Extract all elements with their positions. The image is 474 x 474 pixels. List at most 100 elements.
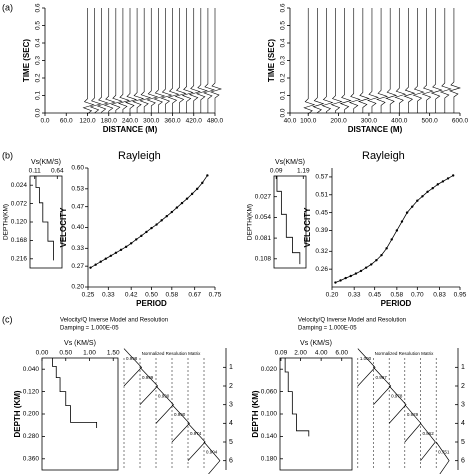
y-tick-label: 0.57 bbox=[315, 174, 328, 181]
x-tick-label: 400.0 bbox=[391, 118, 408, 125]
x-axis-label: DISTANCE (M) bbox=[348, 125, 403, 134]
y-axis-label: DEPTH (KM) bbox=[251, 390, 260, 437]
y-tick-label: 0.054 bbox=[255, 214, 272, 221]
x-axis-label: Vs(KM/S) bbox=[275, 159, 305, 166]
resolution-value: 0.998 bbox=[126, 356, 138, 361]
row-label: 2 bbox=[229, 383, 233, 390]
panel-label: (b) bbox=[2, 150, 13, 160]
y-tick-label: 0.081 bbox=[255, 235, 272, 242]
y-tick-label: 0.20 bbox=[71, 284, 84, 291]
x-tick-label: 0.50 bbox=[59, 350, 72, 357]
x-tick-label: 240.0 bbox=[122, 118, 139, 125]
x-tick-label: 180.0 bbox=[101, 118, 118, 125]
data-point bbox=[334, 281, 337, 284]
x-tick-label: 0.75 bbox=[209, 292, 222, 299]
data-point bbox=[359, 269, 363, 273]
data-point bbox=[119, 248, 123, 252]
x-tick-label: 0.70 bbox=[411, 292, 424, 299]
trace bbox=[181, 8, 194, 113]
matrix-title: Normalized Resolution Matrix bbox=[375, 351, 435, 356]
x-tick-label: 300.0 bbox=[143, 118, 160, 125]
data-point bbox=[349, 274, 352, 278]
x-tick-label: 6.00 bbox=[335, 350, 348, 357]
x-tick-label: 0.09 bbox=[275, 350, 288, 357]
data-point bbox=[175, 206, 179, 209]
chart-title: Velocity/Q Inverse Model and Resolution bbox=[60, 318, 168, 324]
x-tick-label: 0.45 bbox=[368, 292, 381, 299]
data-point bbox=[150, 226, 153, 230]
x-tick-label: 360.0 bbox=[164, 118, 181, 125]
x-tick-label: 60.0 bbox=[60, 118, 73, 125]
trace bbox=[412, 8, 425, 113]
data-point bbox=[109, 254, 113, 257]
row-label: 4 bbox=[229, 420, 233, 427]
data-point bbox=[364, 266, 368, 269]
y-tick-label: 0.108 bbox=[255, 256, 272, 263]
data-point bbox=[104, 257, 107, 260]
x-tick-label: 0.33 bbox=[102, 292, 115, 299]
data-point bbox=[190, 192, 194, 196]
y-tick-label: 0.40 bbox=[71, 224, 84, 231]
data-point bbox=[370, 263, 373, 266]
trace bbox=[385, 8, 398, 113]
data-point bbox=[140, 234, 143, 238]
data-point bbox=[451, 174, 455, 177]
x-tick-label: 1.00 bbox=[83, 350, 96, 357]
y-tick-label: 0.100 bbox=[261, 411, 278, 418]
resolution-kernel bbox=[388, 385, 407, 424]
data-point bbox=[431, 187, 434, 190]
x-tick-label: 1.50 bbox=[107, 350, 120, 357]
velocity-profile bbox=[284, 358, 310, 437]
y-axis-label: DEPTH(KM) bbox=[3, 204, 10, 240]
trace bbox=[82, 8, 95, 115]
x-tick-label: 600.0 bbox=[452, 118, 469, 125]
y-tick-label: 0.39 bbox=[315, 227, 328, 234]
data-point bbox=[411, 205, 414, 208]
row-label: 5 bbox=[461, 439, 465, 446]
resolution-value: 1.000 bbox=[360, 356, 372, 361]
data-point bbox=[89, 266, 92, 269]
y-tick-label: 0.45 bbox=[315, 209, 328, 216]
trace bbox=[394, 8, 407, 113]
y-tick-label: 0.200 bbox=[23, 411, 40, 418]
row-label: 6 bbox=[229, 458, 233, 465]
resolution-value: 0.862 bbox=[423, 431, 435, 436]
x-tick-label: 0.95 bbox=[454, 292, 467, 299]
y-tick-label: 0.280 bbox=[23, 433, 40, 440]
x-tick-label: 0.67 bbox=[188, 292, 201, 299]
y-tick-label: 0.33 bbox=[71, 245, 84, 252]
x-tick-label: 0.83 bbox=[433, 292, 446, 299]
trace bbox=[188, 8, 201, 113]
y-tick-label: 0.120 bbox=[11, 219, 28, 226]
data-point bbox=[354, 272, 358, 275]
y-tick-label: 0.4 bbox=[280, 38, 287, 47]
axis-line bbox=[331, 168, 460, 288]
y-tick-label: 0.3 bbox=[35, 56, 42, 65]
velocity-profile bbox=[276, 176, 301, 265]
chart-title: Rayleigh bbox=[362, 150, 405, 162]
resolution-value: 0.990 bbox=[174, 412, 186, 417]
x-tick-label: 0.58 bbox=[165, 292, 178, 299]
trace bbox=[339, 8, 352, 113]
x-tick-label: 0.42 bbox=[125, 292, 138, 299]
y-tick-label: 0.040 bbox=[23, 366, 40, 373]
x-tick-label: 0.58 bbox=[391, 292, 404, 299]
y-tick-label: 0.140 bbox=[261, 433, 278, 440]
x-tick-label: 120.0 bbox=[79, 118, 96, 125]
trace bbox=[146, 8, 159, 113]
resolution-kernel bbox=[404, 404, 422, 443]
y-tick-label: 0.6 bbox=[35, 3, 42, 12]
y-tick-label: 0.5 bbox=[280, 21, 287, 30]
axis-line bbox=[289, 8, 460, 114]
trace bbox=[376, 8, 389, 113]
data-point bbox=[436, 183, 440, 186]
data-point bbox=[145, 230, 148, 234]
y-axis-label: TIME (SEC) bbox=[22, 39, 31, 82]
data-point bbox=[421, 195, 424, 198]
data-point bbox=[206, 174, 209, 177]
resolution-kernel bbox=[187, 423, 206, 461]
data-point bbox=[400, 220, 404, 223]
row-label: 3 bbox=[461, 402, 465, 409]
y-axis-label: DEPTH(KM) bbox=[247, 204, 254, 240]
data-point bbox=[185, 197, 189, 200]
